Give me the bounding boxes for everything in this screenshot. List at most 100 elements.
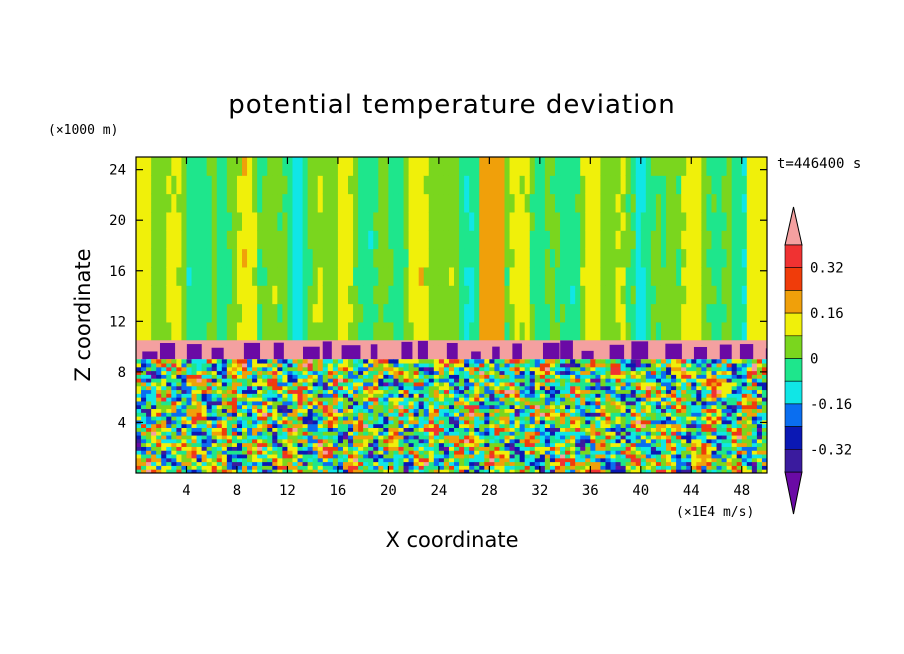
heatmap-cell [166,211,172,231]
heatmap-cell [156,408,162,413]
heatmap-cell [635,175,642,195]
heatmap-cell [196,363,203,368]
heatmap-cell [413,408,420,413]
heatmap-cell [544,454,551,459]
heatmap-cell [378,400,384,406]
heatmap-cell [716,446,723,451]
heatmap-cell [272,412,278,417]
heatmap-cell [327,321,334,341]
heatmap-cell [216,450,223,455]
heatmap-cell [186,175,193,195]
heatmap-cell [342,427,349,432]
heatmap-cell [554,404,561,410]
heatmap-cell [534,370,541,375]
heatmap-cell [181,442,187,447]
heatmap-cell [166,381,172,387]
heatmap-cell [595,423,601,428]
heatmap-cell [635,450,642,455]
heatmap-cell [575,423,581,428]
heatmap-cell [297,442,304,447]
heatmap-cell [484,385,490,391]
heatmap-cell [746,416,753,421]
heatmap-cell [625,469,632,473]
heatmap-cell [176,370,182,375]
heatmap-cell [519,446,526,451]
heatmap-cell [206,359,213,364]
heatmap-cell [655,412,662,417]
heatmap-cell [368,393,374,398]
heatmap-cell [595,385,601,391]
heatmap-cell [337,370,344,375]
heatmap-cell [660,321,667,341]
heatmap-cell [524,378,531,383]
heatmap-cell [231,446,238,451]
heatmap-cell [605,378,612,383]
heatmap-cell [388,469,394,473]
heatmap-cell [459,461,465,466]
heatmap-cell [332,404,339,410]
heatmap-cell [625,157,632,176]
heatmap-cell [459,230,465,250]
heatmap-cell [191,389,198,394]
heatmap-cell [418,423,425,428]
heatmap-cell [413,175,420,195]
heatmap-cell [211,381,218,387]
heatmap-cell [459,400,465,406]
heatmap-cell [196,446,203,451]
heatmap-cell [625,416,632,421]
heatmap-cell [539,427,546,432]
heatmap-cell [721,381,728,387]
heatmap-cell [292,427,299,432]
heatmap-cell [610,427,617,432]
heatmap-cell [529,378,536,383]
heatmap-cell [489,230,495,250]
heatmap-cell [221,397,228,402]
heatmap-cell [428,370,435,375]
heatmap-cell [201,266,208,286]
heatmap-cell [378,427,384,432]
heatmap-cell [474,397,480,402]
heatmap-cell [565,423,571,428]
heatmap-cell [136,363,142,368]
heatmap-cell [312,431,319,436]
heatmap-cell [247,412,253,417]
heatmap-cell [610,408,617,413]
heatmap-cell [671,450,677,455]
heatmap-cell [348,378,354,383]
heatmap-cell [595,230,601,250]
heatmap-cell [236,457,243,463]
heatmap-cell [499,175,506,195]
heatmap-cell [726,461,733,466]
heatmap-cell [509,416,516,421]
heatmap-cell [615,461,622,466]
heatmap-cell [539,461,546,466]
heatmap-cell [181,193,187,213]
heatmap-cell [610,378,617,383]
heatmap-cell [761,175,767,195]
heatmap-cell [136,465,142,470]
heatmap-cell [373,248,379,268]
heatmap-cell [681,450,687,455]
heatmap-cell [600,469,606,473]
heatmap-cell [544,435,551,440]
heatmap-cell [676,175,682,195]
heatmap-cell [383,230,389,250]
heatmap-cell [686,374,692,379]
heatmap-cell [211,378,218,383]
heatmap-cell [348,374,354,379]
heatmap-cell [236,427,243,432]
heatmap-cell [544,363,551,368]
heatmap-cell [292,408,299,413]
heatmap-cell [297,393,304,398]
heatmap-cell [267,363,273,368]
heatmap-cell [554,363,561,368]
heatmap-cell [408,457,415,463]
heatmap-cell [201,431,208,436]
heatmap-cell [141,450,147,455]
heatmap-cell [247,211,253,231]
heatmap-cell [428,408,435,413]
heatmap-cell [499,400,506,406]
heatmap-cell [716,230,723,250]
heatmap-cell [166,321,172,341]
heatmap-cell [262,230,268,250]
